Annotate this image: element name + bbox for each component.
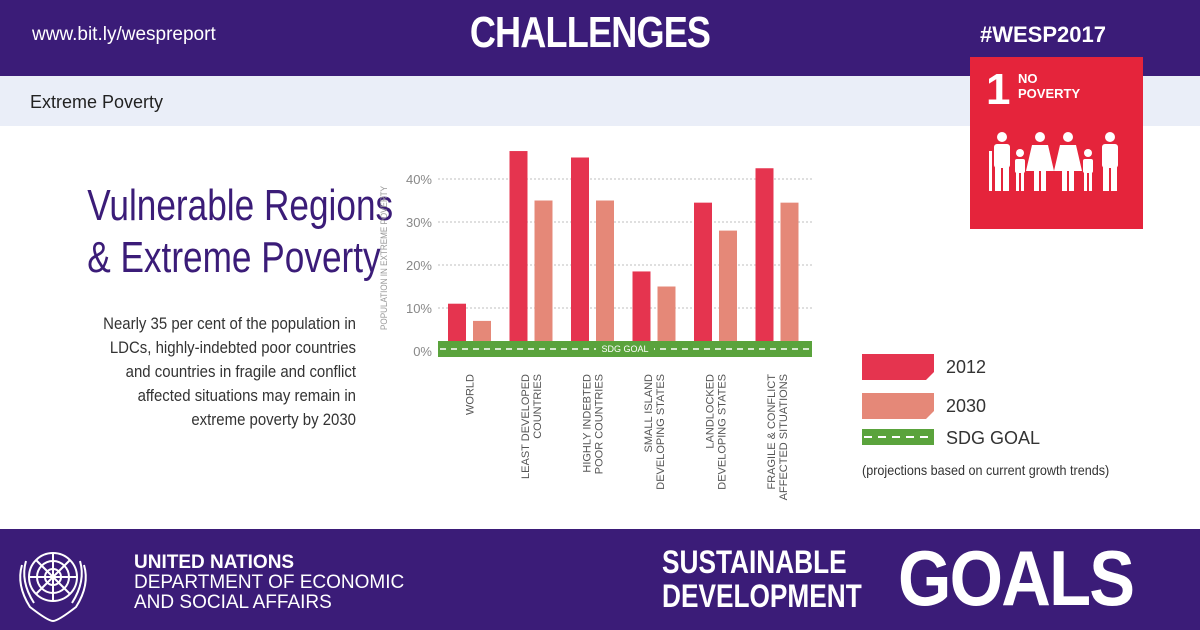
bar-2012-3 <box>632 271 651 351</box>
un-emblem-icon <box>19 552 87 623</box>
y-tick-label: 20% <box>406 258 432 273</box>
sdg-goal-name: NO POVERTY <box>1018 71 1108 101</box>
x-tick-label-line: HIGHLY INDEBTED <box>582 374 594 473</box>
bar-2012-2 <box>571 157 589 351</box>
body-text-line: LDCs, highly-indebted poor countries <box>109 338 356 357</box>
y-tick-label: 0% <box>413 344 432 359</box>
legend-swatch-sdg-goal <box>862 429 934 445</box>
legend-swatch-2030 <box>862 393 934 419</box>
y-tick-label: 40% <box>406 172 432 187</box>
page-title: CHALLENGES <box>469 8 711 57</box>
bar-2012-5 <box>755 168 774 351</box>
y-tick-label: 30% <box>406 215 432 230</box>
sdg-goal-name-line1: NO <box>1018 71 1038 86</box>
body-text-line: extreme poverty by 2030 <box>191 410 356 429</box>
bar-2030-1 <box>534 200 553 351</box>
x-tick-label-line: AFFECTED SITUATIONS <box>778 374 790 500</box>
bar-2030-4 <box>719 230 737 351</box>
sdg-goal-name-line2: POVERTY <box>1018 86 1081 101</box>
body-text: Nearly 35 per cent of the population in L… <box>20 312 356 432</box>
headline: Vulnerable Regions & Extreme Poverty <box>20 180 394 284</box>
x-tick-label-line: DEVELOPING STATES <box>655 374 667 490</box>
org-name: UNITED NATIONS DEPARTMENT OF ECONOMIC AN… <box>134 553 404 613</box>
bar-2030-2 <box>596 200 614 351</box>
sdg-goal-label: SDG GOAL <box>601 344 648 354</box>
sdg-goal-number: 1 <box>986 65 1011 114</box>
sdg-logo-word: GOALS <box>898 534 1135 622</box>
x-tick-label-line: WORLD <box>465 374 477 415</box>
legend-note: (projections based on current growth tre… <box>862 462 1110 478</box>
x-tick-label-line: DEVELOPING STATES <box>717 374 729 490</box>
legend-swatch-2012 <box>862 354 934 380</box>
org-line1: UNITED NATIONS <box>134 552 295 573</box>
sdg-logo-text: SUSTAINABLE DEVELOPMENT <box>662 545 862 613</box>
org-line2: DEPARTMENT OF ECONOMIC <box>134 572 405 593</box>
body-text-line: Nearly 35 per cent of the population in <box>103 314 356 333</box>
x-tick-label-line: POOR COUNTRIES <box>594 374 606 474</box>
legend-label-2012: 2012 <box>946 357 987 377</box>
x-tick-label-line: FRAGILE & CONFLICT <box>766 374 778 490</box>
bar-chart: POPULATION IN EXTREME POVERTY 0% 10% 20% 30%… <box>379 151 812 501</box>
section-label: Extreme Poverty <box>30 92 164 112</box>
sdg-goal-tile: 1 NO POVERTY <box>970 57 1143 229</box>
legend-label-sdg-goal: SDG GOAL <box>946 428 1041 448</box>
sdg-logo-line2: DEVELOPMENT <box>662 578 862 614</box>
sdg-logo-line1: SUSTAINABLE <box>662 544 847 580</box>
x-tick-label: SMALL ISLANDDEVELOPING STATES <box>643 374 667 490</box>
sdg-goal-label-bg <box>596 342 654 355</box>
family-icon <box>989 132 1118 191</box>
body-text-line: and countries in fragile and conflict <box>125 362 356 381</box>
bar-2012-0 <box>448 303 466 351</box>
x-tick-label: WORLD <box>465 374 477 415</box>
x-tick-label: HIGHLY INDEBTEDPOOR COUNTRIES <box>582 374 606 474</box>
x-tick-label-line: SMALL ISLAND <box>643 374 655 453</box>
sdg-logo: SUSTAINABLE DEVELOPMENT GOALS <box>662 539 1182 617</box>
bar-2030-5 <box>780 202 799 351</box>
headline-line2: & Extreme Poverty <box>87 233 381 282</box>
top-bar: www.bit.ly/wespreport CHALLENGES #WESP20… <box>0 0 1200 76</box>
x-tick-label-line: LANDLOCKED <box>705 374 717 449</box>
y-tick-label: 10% <box>406 301 432 316</box>
x-tick-label-line: LEAST DEVELOPED <box>520 374 532 479</box>
bar-2030-3 <box>657 286 676 351</box>
legend-label-2030: 2030 <box>946 396 987 416</box>
headline-line1: Vulnerable Regions <box>87 181 394 230</box>
bar-2012-1 <box>509 151 528 351</box>
bar-2012-4 <box>694 202 712 351</box>
hashtag: #WESP2017 <box>980 22 1106 47</box>
body-text-line: affected situations may remain in <box>137 386 356 405</box>
report-url[interactable]: www.bit.ly/wespreport <box>32 24 216 45</box>
org-line3: AND SOCIAL AFFAIRS <box>134 592 332 613</box>
x-tick-label: LEAST DEVELOPEDCOUNTRIES <box>520 374 544 479</box>
x-tick-label: LANDLOCKEDDEVELOPING STATES <box>705 374 729 490</box>
footer-bar: UNITED NATIONS DEPARTMENT OF ECONOMIC AN… <box>0 529 1200 630</box>
x-tick-label-line: COUNTRIES <box>532 374 544 439</box>
y-axis-label: POPULATION IN EXTREME POVERTY <box>379 186 390 330</box>
x-tick-label: FRAGILE & CONFLICTAFFECTED SITUATIONS <box>766 374 790 501</box>
